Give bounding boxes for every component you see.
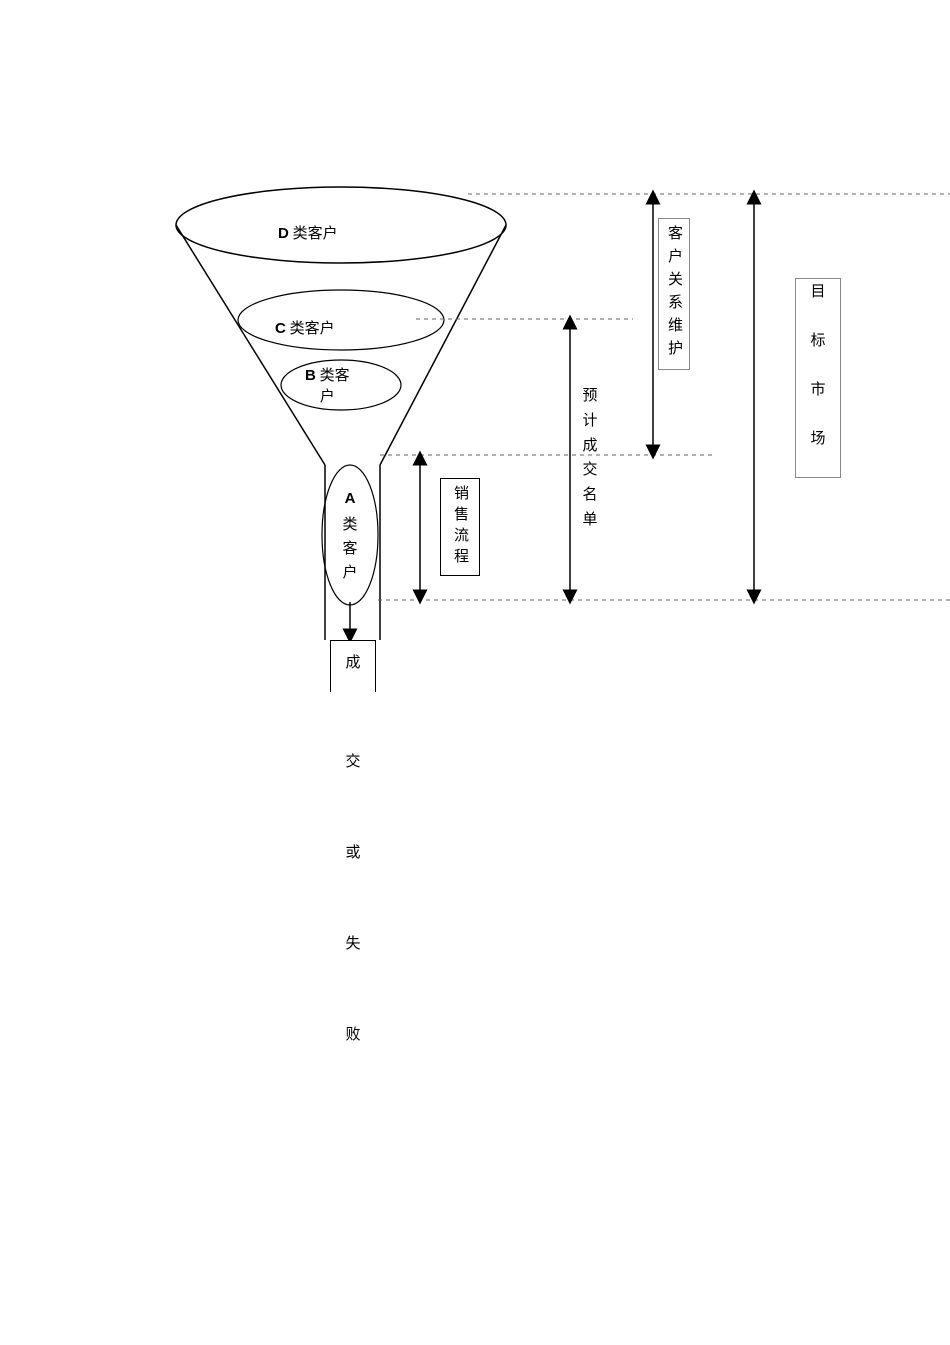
box-target-market: 目标市场 xyxy=(795,278,841,478)
funnel-top-ellipse xyxy=(176,187,506,263)
result-box: 成 xyxy=(330,640,376,692)
label-a-customer: A 类客户 xyxy=(340,490,360,585)
result-text: 交 或 失 败 xyxy=(343,750,363,1044)
label-c-customer: C 类客户 xyxy=(275,317,335,338)
box-crm: 客户关系维护 xyxy=(658,218,690,370)
box-expected-deal: 预计成交名单 xyxy=(578,384,602,533)
label-b-customer: B 类客 户 xyxy=(305,365,350,408)
sales-funnel-diagram: D 类客户 C 类客户 B 类客 户 A 类客户 销售流程 预计成交名单 客户关… xyxy=(0,0,950,1345)
funnel-left-side xyxy=(176,225,325,465)
diagram-svg xyxy=(0,0,950,1345)
label-d-customer: D 类客户 xyxy=(278,222,338,243)
box-sales-flow: 销售流程 xyxy=(440,478,480,576)
ellipse-c xyxy=(238,290,444,350)
